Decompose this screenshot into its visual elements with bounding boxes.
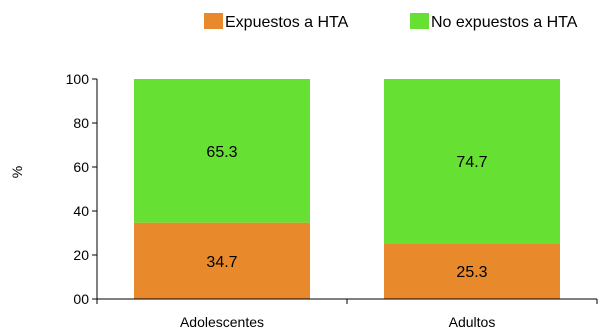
- bar-expuestos-adultos: [384, 243, 560, 299]
- y-tick-label: 20: [73, 247, 89, 263]
- bar-no-expuestos-adultos: [384, 79, 560, 244]
- data-label: 34.7: [206, 254, 237, 271]
- data-labels: 34.7 65.3 25.3 74.7: [206, 144, 487, 281]
- bar-expuestos-adolescentes: [134, 222, 310, 299]
- y-tick-label: 00: [73, 291, 89, 307]
- x-tick-labels: Adolescentes Adultos: [180, 314, 495, 330]
- legend-label-expuestos: Expuestos a HTA: [225, 14, 349, 31]
- legend-swatch-expuestos: [204, 13, 223, 29]
- legend: Expuestos a HTA No expuestos a HTA: [204, 13, 578, 31]
- legend-label-no-expuestos: No expuestos a HTA: [431, 14, 578, 31]
- y-tick-label: 80: [73, 115, 89, 131]
- axes: [96, 79, 598, 304]
- y-axis-title: %: [9, 166, 25, 178]
- bar-no-expuestos-adolescentes: [134, 79, 310, 223]
- x-tick-label: Adultos: [449, 314, 496, 330]
- y-ticks: 00 20 40 60 80 100: [66, 71, 97, 307]
- y-tick-label: 60: [73, 159, 89, 175]
- y-tick-label: 40: [73, 203, 89, 219]
- bars: [134, 79, 560, 299]
- data-label: 74.7: [456, 154, 487, 171]
- legend-swatch-no-expuestos: [410, 13, 429, 29]
- x-tick-label: Adolescentes: [180, 314, 264, 330]
- data-label: 65.3: [206, 144, 237, 161]
- y-tick-label: 100: [66, 71, 90, 87]
- data-label: 25.3: [456, 264, 487, 281]
